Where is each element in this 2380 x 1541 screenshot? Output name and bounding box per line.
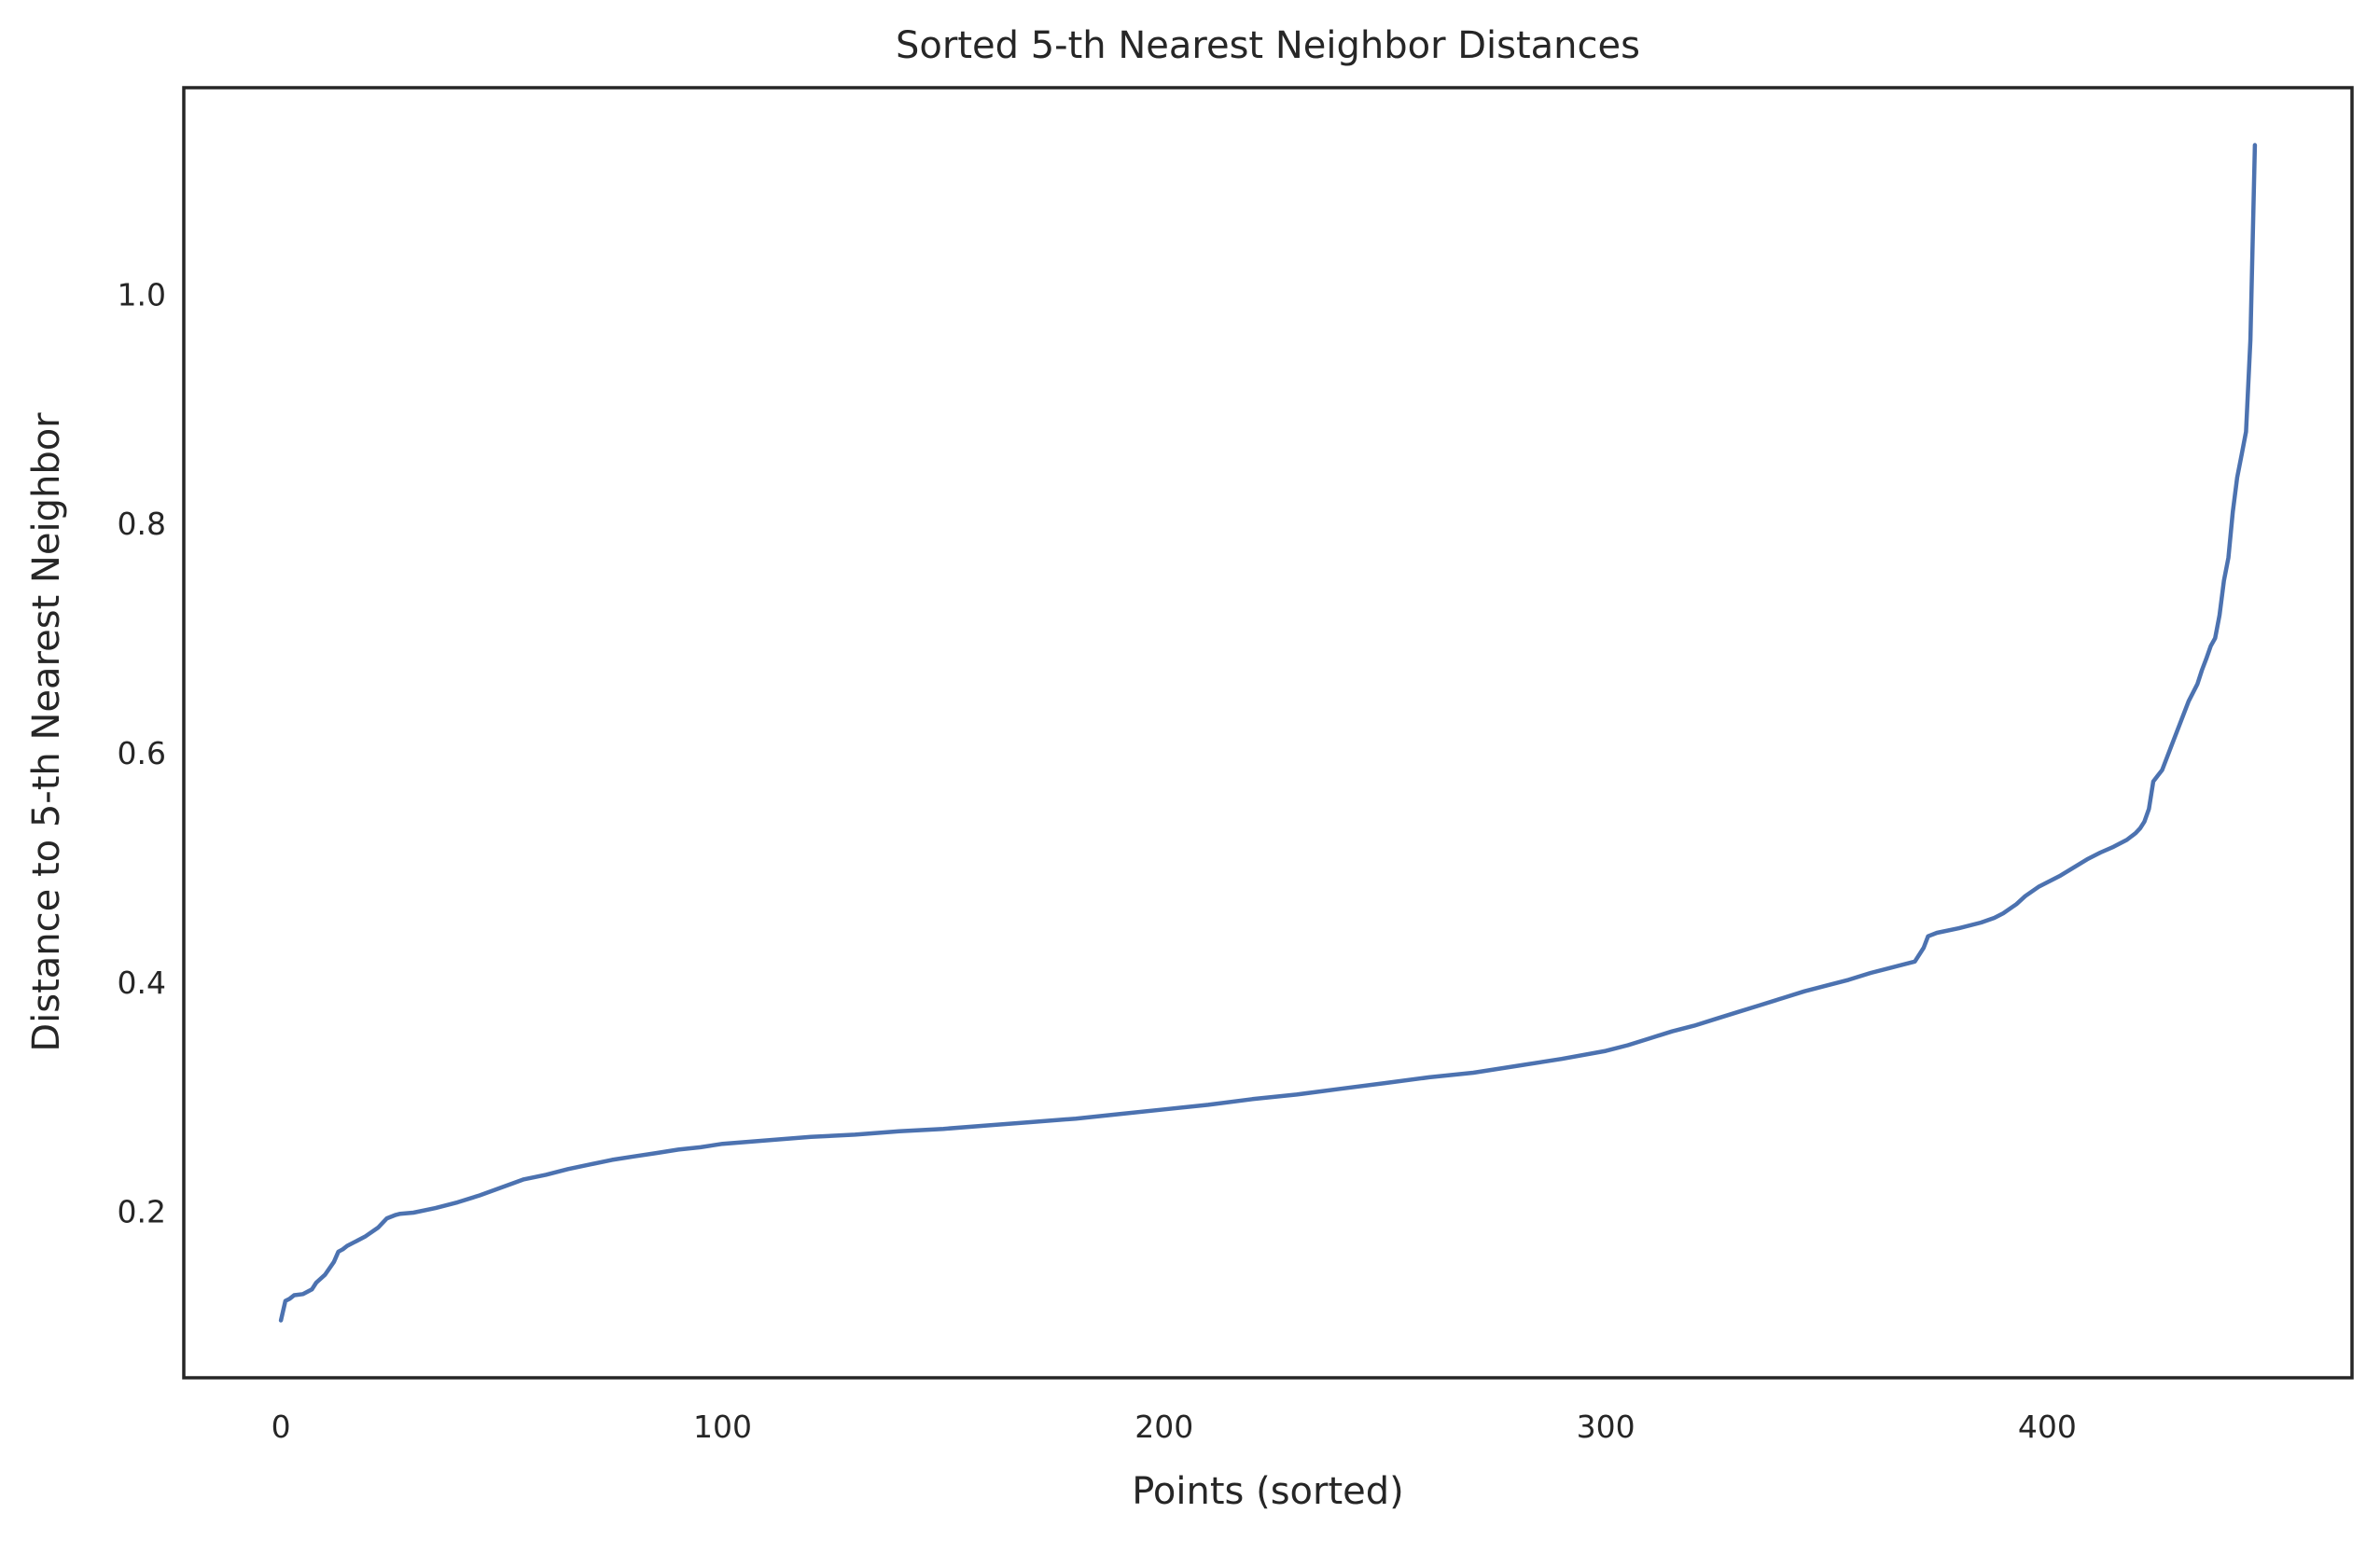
- x-tick-label: 200: [1134, 1409, 1193, 1445]
- y-tick-label: 0.8: [118, 506, 166, 542]
- x-axis: 0 100 200 300 400: [271, 1409, 2077, 1445]
- chart-title: Sorted 5-th Nearest Neighbor Distances: [896, 24, 1640, 67]
- plot-area: [278, 143, 2258, 1323]
- x-tick-label: 400: [2018, 1409, 2077, 1445]
- y-tick-label: 0.4: [118, 965, 166, 1001]
- x-tick-label: 100: [693, 1409, 752, 1445]
- x-tick-label: 300: [1577, 1409, 1635, 1445]
- y-axis-label: Distance to 5-th Nearest Neighbor: [25, 412, 68, 1052]
- x-tick-label: 0: [271, 1409, 291, 1445]
- x-axis-label: Points (sorted): [1132, 1470, 1404, 1513]
- series-line-0: [278, 143, 2258, 1323]
- y-tick-label: 1.0: [118, 276, 166, 312]
- y-tick-label: 0.2: [118, 1194, 166, 1230]
- y-axis: 0.2 0.4 0.6 0.8 1.0: [118, 276, 166, 1229]
- y-tick-label: 0.6: [118, 735, 166, 771]
- plot-frame: [182, 86, 2354, 1380]
